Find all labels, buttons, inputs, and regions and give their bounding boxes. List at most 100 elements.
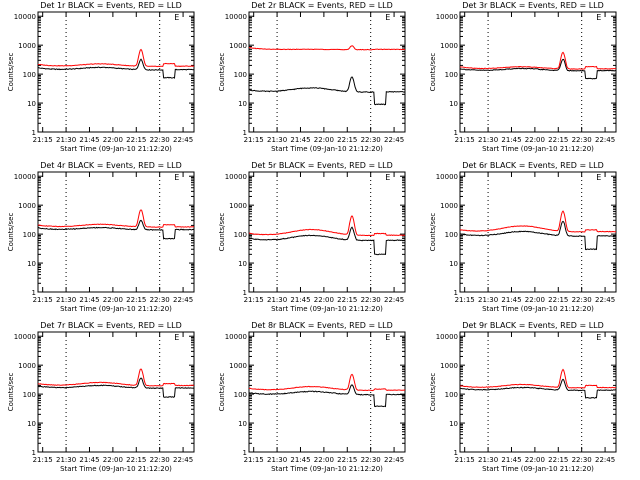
- x-tick-label: 21:45: [501, 296, 521, 304]
- y-tick-label: 10000: [14, 13, 36, 21]
- x-tick-label: 22:15: [337, 296, 357, 304]
- series-events-line: [459, 58, 617, 80]
- plot-frame: [248, 331, 406, 453]
- y-tick-label: 100: [23, 231, 36, 239]
- y-tick-label: 10: [238, 260, 247, 268]
- x-axis-label: Start Time (09-Jan-10 21:12:20): [60, 305, 172, 313]
- panel-det-2: Det 2r BLACK = Events, RED = LLD E 1 10 100 1…: [218, 1, 406, 153]
- y-axis-label: Counts/sec: [218, 373, 226, 412]
- x-tick-label: 21:30: [478, 456, 498, 464]
- x-tick-label: 22:45: [173, 296, 193, 304]
- y-tick-label: 10000: [436, 333, 458, 341]
- x-tick-label: 22:45: [595, 296, 615, 304]
- series-events-line: [248, 384, 406, 408]
- y-axis-label: Counts/sec: [7, 53, 15, 92]
- plot-frame: [37, 331, 195, 453]
- x-tick-label: 22:15: [126, 456, 146, 464]
- panel-det-3: Det 3r BLACK = Events, RED = LLD E 1 10 100 1…: [429, 1, 617, 153]
- series-events-line: [248, 226, 406, 256]
- x-tick-label: 22:30: [361, 136, 381, 144]
- panel-title: Det 1r BLACK = Events, RED = LLD: [40, 1, 182, 10]
- axis-marker-label: E: [385, 333, 390, 342]
- axis-marker-label: E: [174, 13, 179, 22]
- x-axis-label: Start Time (09-Jan-10 21:12:20): [482, 465, 594, 473]
- y-tick-label: 1000: [229, 42, 247, 50]
- plot-frame: [37, 171, 195, 293]
- y-tick-label: 10000: [225, 13, 247, 21]
- panel-title: Det 5r BLACK = Events, RED = LLD: [251, 161, 393, 170]
- x-tick-label: 21:45: [79, 296, 99, 304]
- x-tick-label: 21:30: [56, 296, 76, 304]
- x-tick-label: 21:15: [33, 456, 53, 464]
- y-tick-label: 10000: [225, 333, 247, 341]
- panel-det-5: Det 5r BLACK = Events, RED = LLD E 1 10 100 1…: [218, 161, 406, 313]
- x-tick-label: 22:45: [173, 456, 193, 464]
- x-tick-label: 22:00: [103, 456, 123, 464]
- y-axis-label: Counts/sec: [429, 53, 437, 92]
- y-tick-label: 10: [449, 260, 458, 268]
- x-tick-label: 22:15: [548, 296, 568, 304]
- x-tick-label: 21:45: [290, 136, 310, 144]
- y-tick-label: 10: [449, 420, 458, 428]
- x-tick-label: 21:15: [455, 456, 475, 464]
- y-tick-label: 1000: [18, 362, 36, 370]
- x-tick-label: 22:15: [126, 136, 146, 144]
- y-tick-label: 10: [238, 100, 247, 108]
- y-tick-label: 10: [27, 260, 36, 268]
- y-tick-label: 100: [234, 71, 247, 79]
- y-tick-label: 10000: [225, 173, 247, 181]
- x-tick-label: 22:30: [150, 296, 170, 304]
- x-tick-label: 22:30: [572, 456, 592, 464]
- y-tick-label: 1000: [440, 362, 458, 370]
- x-tick-label: 22:15: [337, 456, 357, 464]
- y-tick-label: 1000: [18, 202, 36, 210]
- panel-det-8: Det 8r BLACK = Events, RED = LLD E 1 10 100 1…: [218, 321, 406, 473]
- x-tick-label: 22:15: [548, 136, 568, 144]
- x-tick-label: 22:45: [384, 456, 404, 464]
- y-tick-label: 10: [238, 420, 247, 428]
- y-tick-label: 100: [445, 231, 458, 239]
- series-lld-line: [248, 373, 406, 392]
- y-tick-label: 1: [454, 449, 458, 457]
- x-tick-label: 22:45: [173, 136, 193, 144]
- plot-frame: [248, 171, 406, 293]
- x-axis-label: Start Time (09-Jan-10 21:12:20): [271, 465, 383, 473]
- y-tick-label: 10000: [14, 173, 36, 181]
- x-axis-label: Start Time (09-Jan-10 21:12:20): [60, 145, 172, 153]
- y-tick-label: 100: [445, 391, 458, 399]
- series-lld-line: [37, 48, 195, 68]
- x-tick-label: 21:45: [501, 136, 521, 144]
- x-tick-label: 22:45: [595, 136, 615, 144]
- plot-frame: [459, 11, 617, 133]
- y-tick-label: 1000: [229, 202, 247, 210]
- y-tick-label: 100: [234, 391, 247, 399]
- x-tick-label: 22:00: [314, 456, 334, 464]
- axis-marker-label: E: [174, 173, 179, 182]
- series-events-line: [37, 377, 195, 398]
- x-tick-label: 21:30: [267, 456, 287, 464]
- panel-title: Det 8r BLACK = Events, RED = LLD: [251, 321, 393, 330]
- y-tick-label: 1: [243, 129, 247, 137]
- axis-marker-label: E: [385, 173, 390, 182]
- y-tick-label: 100: [234, 231, 247, 239]
- x-tick-label: 21:45: [290, 456, 310, 464]
- x-tick-label: 21:30: [56, 136, 76, 144]
- y-tick-label: 1: [243, 289, 247, 297]
- panel-title: Det 4r BLACK = Events, RED = LLD: [40, 161, 182, 170]
- panel-title: Det 7r BLACK = Events, RED = LLD: [40, 321, 182, 330]
- x-axis-label: Start Time (09-Jan-10 21:12:20): [482, 305, 594, 313]
- axis-marker-label: E: [174, 333, 179, 342]
- y-axis-label: Counts/sec: [7, 373, 15, 412]
- y-tick-label: 1000: [18, 42, 36, 50]
- x-tick-label: 21:45: [290, 296, 310, 304]
- panel-det-9: Det 9r BLACK = Events, RED = LLD E 1 10 100 1…: [429, 321, 617, 473]
- axis-marker-label: E: [596, 333, 601, 342]
- x-tick-label: 21:15: [244, 136, 264, 144]
- plot-frame: [459, 331, 617, 453]
- y-tick-label: 1000: [440, 202, 458, 210]
- y-axis-label: Counts/sec: [429, 373, 437, 412]
- series-lld-line: [459, 51, 617, 70]
- axis-marker-label: E: [596, 13, 601, 22]
- y-tick-label: 100: [23, 391, 36, 399]
